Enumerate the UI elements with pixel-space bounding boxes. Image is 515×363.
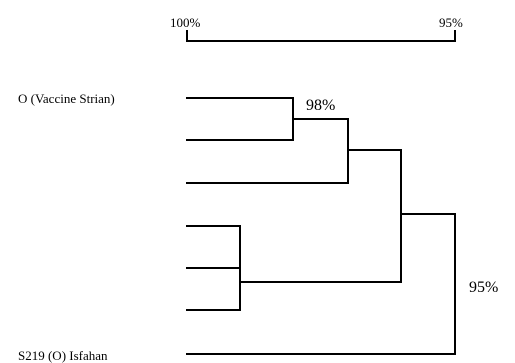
leaf-label-top: O (Vaccine Strian) <box>18 91 115 106</box>
scale-right-label: 95% <box>439 15 463 30</box>
leaf-label-bottom: S219 (O) Isfahan <box>18 348 108 363</box>
node-label-root: 95% <box>469 279 498 296</box>
tree-branches <box>186 97 456 355</box>
scale-bar: 100% 95% <box>170 15 463 42</box>
node-label-inner: 98% <box>306 97 335 114</box>
scale-left-label: 100% <box>170 15 201 30</box>
